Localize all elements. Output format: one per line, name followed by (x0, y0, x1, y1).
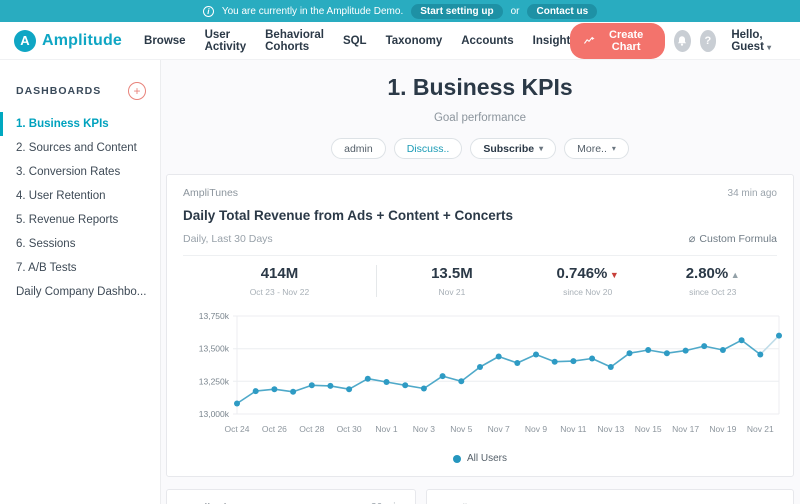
nav-item-user-activity[interactable]: User Activity (204, 28, 247, 53)
svg-text:Nov 19: Nov 19 (709, 424, 736, 434)
sidebar-item-3-conversion-rates[interactable]: 3. Conversion Rates (16, 166, 121, 178)
discuss-button[interactable]: Discuss.. (393, 138, 463, 159)
legend-label: All Users (466, 453, 507, 464)
sidebar-item-4-user-retention[interactable]: 4. User Retention (16, 190, 106, 202)
svg-text:Oct 28: Oct 28 (299, 424, 324, 434)
svg-text:Nov 7: Nov 7 (488, 424, 510, 434)
chevron-down-icon: ▾ (767, 42, 772, 52)
legend-dot-icon (452, 454, 461, 463)
svg-text:Oct 30: Oct 30 (337, 424, 362, 434)
amplitude-logo-icon: A (14, 29, 36, 52)
add-dashboard-button[interactable]: + (128, 82, 146, 100)
bottom-cards-row: Amplitude Demo: E- 36 min AmpliTunes (166, 489, 794, 504)
chart-legend[interactable]: All Users (183, 451, 777, 470)
chevron-down-icon: ▾ (611, 144, 616, 153)
notifications-button[interactable] (673, 29, 691, 52)
nav-item-taxonomy[interactable]: Taxonomy (385, 34, 443, 47)
svg-text:Oct 26: Oct 26 (262, 424, 287, 434)
kpi-stat-nov-21: 13.5M Nov 21 (431, 265, 473, 297)
svg-text:Oct 24: Oct 24 (224, 424, 249, 434)
more-button[interactable]: More.. ▾ (564, 138, 629, 159)
svg-text:Nov 21: Nov 21 (747, 424, 774, 434)
page-title: 1. Business KPIs (387, 74, 573, 100)
trend-up-icon: ▲ (728, 270, 740, 280)
svg-text:13,250k: 13,250k (199, 376, 230, 386)
top-nav: A Amplitude Browse User Activity Behaviora… (0, 22, 800, 60)
question-icon: ? (704, 34, 712, 47)
create-chart-button[interactable]: Create Chart (570, 22, 665, 59)
svg-text:Nov 5: Nov 5 (450, 424, 472, 434)
nav-item-sql[interactable]: SQL (342, 34, 367, 47)
dashboard-list: 1. Business KPIs 2. Sources and Content 3.… (0, 112, 160, 304)
custom-formula-button[interactable]: ⌀ Custom Formula (688, 232, 777, 246)
nav-item-accounts[interactable]: Accounts (461, 34, 514, 47)
sidebar-item-1-business-kpis[interactable]: 1. Business KPIs (0, 112, 160, 136)
nav-right: Create Chart ? Hello, Guest ▾ (570, 22, 788, 59)
nav-item-behavioral-cohorts[interactable]: Behavioral Cohorts (265, 28, 324, 53)
card-source-label: AmpliTunes (183, 187, 239, 199)
sidebar-item-5-revenue-reports[interactable]: 5. Revenue Reports (16, 214, 119, 226)
card-updated-label: 36 min (371, 502, 401, 504)
main-content: 1. Business KPIs Goal performance admin D… (161, 60, 800, 504)
amplitude-logo[interactable]: A Amplitude (14, 29, 123, 52)
chart-title[interactable]: Daily Total Revenue from Ads + Content +… (183, 208, 514, 223)
card-title: AmpliTunes (441, 502, 496, 504)
page-subtitle: Goal performance (433, 112, 527, 124)
svg-text:13,000k: 13,000k (199, 409, 230, 419)
start-setting-up-button[interactable]: Start setting up (411, 3, 503, 19)
svg-text:Nov 15: Nov 15 (635, 424, 662, 434)
card-updated-label: 34 min ago (727, 187, 777, 199)
kpi-stat-since-nov-20: 0.746% ▼ since Nov 20 (556, 265, 619, 297)
bell-icon (678, 35, 687, 46)
admin-button[interactable]: admin (331, 138, 386, 159)
card-title: Amplitude Demo: E- (181, 502, 281, 504)
formula-icon: ⌀ (688, 233, 696, 245)
revenue-chart-card: AmpliTunes 34 min ago Daily Total Revenu… (166, 174, 794, 477)
svg-text:Nov 9: Nov 9 (525, 424, 547, 434)
contact-us-button[interactable]: Contact us (527, 3, 598, 19)
dashboard-actions: admin Discuss.. Subscribe ▾ More.. ▾ (166, 138, 794, 159)
nav-menu: Browse User Activity Behavioral Cohorts SQL… (144, 29, 570, 53)
ecommerce-card[interactable]: Amplitude Demo: E- 36 min (166, 489, 416, 504)
date-range-label: Daily, Last 30 Days (183, 232, 273, 245)
subscribe-button[interactable]: Subscribe ▾ (470, 138, 557, 159)
nav-item-browse[interactable]: Browse (144, 34, 186, 47)
sidebar-item-2-sources-and-content[interactable]: 2. Sources and Content (16, 142, 137, 154)
kpi-stat-oct-23-nov-22: 414M Oct 23 - Nov 22 (183, 265, 377, 297)
sidebar-item-daily-company-dashbo[interactable]: Daily Company Dashbo... (16, 286, 147, 298)
chart-area: 13,750k 13,500k 13,250k 13,000k Oct 24 Oct 26… (183, 308, 782, 451)
user-menu[interactable]: Hello, Guest ▾ (731, 28, 772, 53)
sidebar-header: DASHBOARDS (16, 85, 102, 97)
sidebar-item-7-a-b-tests[interactable]: 7. A/B Tests (16, 262, 77, 274)
banner-or-text: or (510, 5, 520, 17)
svg-text:Nov 13: Nov 13 (597, 424, 624, 434)
demo-banner: i You are currently in the Amplitude Dem… (0, 0, 800, 22)
trend-down-icon: ▼ (607, 270, 619, 280)
kpi-stats-row: 414M Oct 23 - Nov 22 13.5M Nov 21 0.746% ▼ si… (183, 255, 777, 304)
info-icon: i (202, 5, 214, 17)
amplitunes-card[interactable]: AmpliTunes (426, 489, 794, 504)
help-button[interactable]: ? (699, 29, 717, 52)
revenue-line-chart[interactable]: 13,750k 13,500k 13,250k 13,000k Oct 24 Oct 26… (183, 308, 791, 446)
banner-text: You are currently in the Amplitude Demo. (221, 5, 404, 17)
svg-text:Nov 3: Nov 3 (413, 424, 435, 434)
sidebar-item-6-sessions[interactable]: 6. Sessions (16, 238, 76, 250)
chevron-down-icon: ▾ (539, 144, 544, 153)
brand-name: Amplitude (42, 31, 123, 49)
svg-text:13,500k: 13,500k (199, 344, 230, 354)
svg-text:Nov 17: Nov 17 (672, 424, 699, 434)
svg-text:Nov 11: Nov 11 (560, 424, 587, 434)
svg-text:Nov 1: Nov 1 (375, 424, 397, 434)
dashboards-sidebar: DASHBOARDS + 1. Business KPIs 2. Sources … (0, 60, 161, 504)
svg-text:13,750k: 13,750k (199, 311, 230, 321)
kpi-stat-since-oct-23: 2.80% ▲ since Oct 23 (685, 265, 740, 297)
nav-item-insight[interactable]: Insight (532, 34, 571, 47)
chart-plus-icon (584, 36, 595, 44)
